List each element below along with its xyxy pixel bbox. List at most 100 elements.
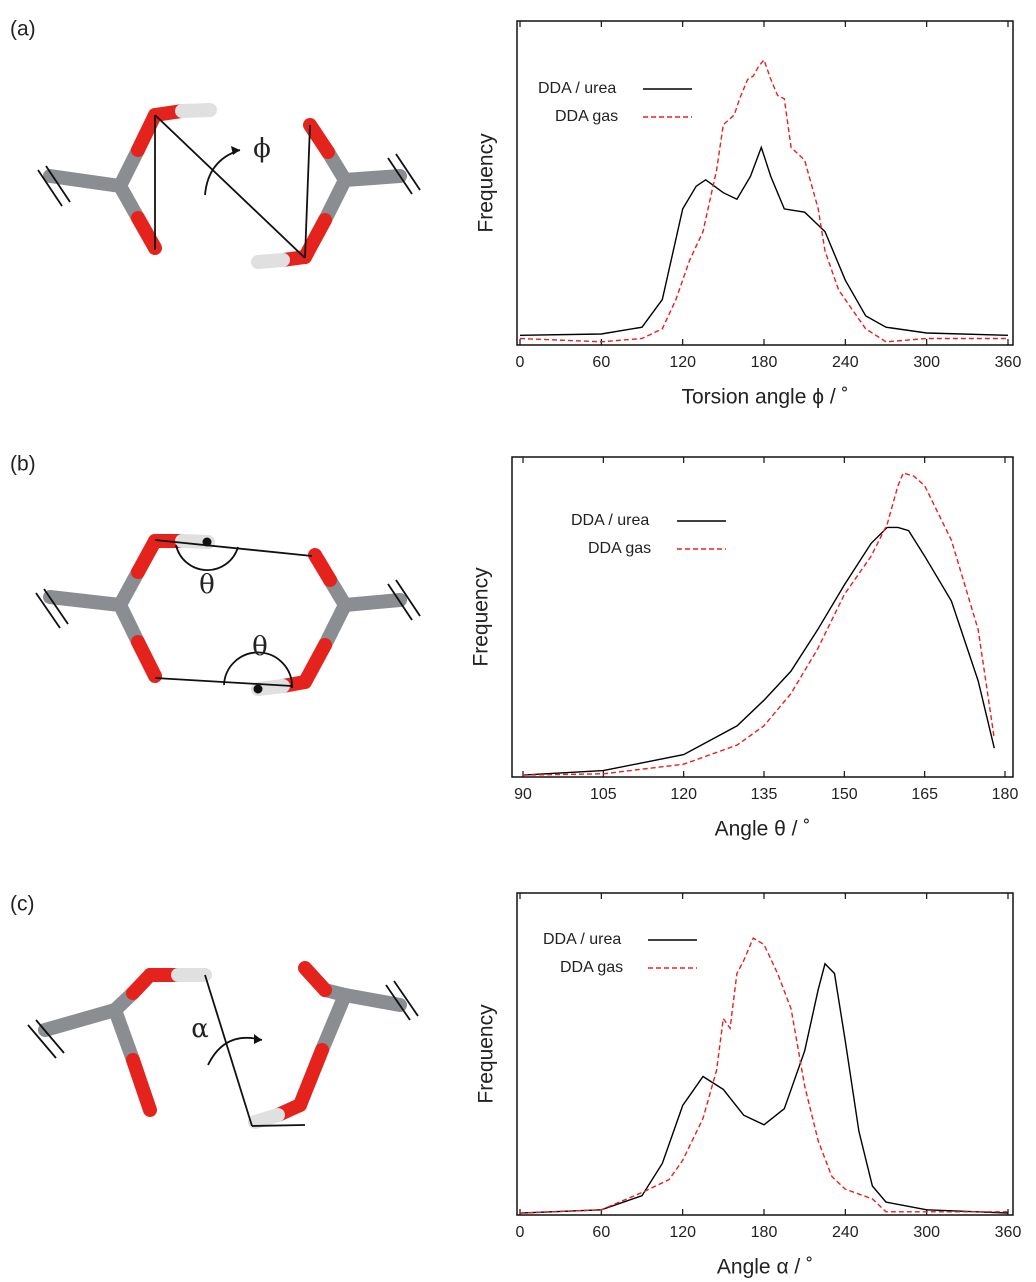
series-line (522, 526, 995, 776)
x-tick-label: 0 (516, 354, 525, 371)
hash (385, 984, 411, 1021)
x-tick-label: 0 (516, 1224, 525, 1241)
hash (27, 1024, 57, 1059)
arc (223, 651, 293, 689)
molecule-b: θ θ (35, 534, 421, 696)
molecule-a: ϕ (37, 103, 421, 269)
y-axis-label: Frequency (475, 133, 498, 233)
bond (303, 118, 335, 159)
x-tick-label: 165 (911, 786, 938, 803)
x-tick-label: 90 (514, 786, 532, 803)
panel-label: (a) (10, 18, 36, 41)
vector (204, 974, 253, 1127)
x-tick-label: 360 (995, 354, 1022, 371)
hash (45, 165, 71, 203)
series-line (519, 937, 1008, 1214)
x-tick-label: 240 (832, 1224, 859, 1241)
bond (293, 1043, 329, 1112)
bond (131, 635, 162, 683)
x-axis-label: Angle θ / ˚ (715, 818, 811, 841)
plot-frame (516, 892, 1014, 1216)
x-tick-label: 135 (751, 786, 778, 803)
bond (315, 988, 352, 1057)
x-tick-label: 360 (995, 1224, 1022, 1241)
bond (298, 213, 332, 264)
bond (38, 1003, 122, 1037)
x-tick-label: 300 (913, 354, 940, 371)
legend-label: DDA gas (555, 108, 618, 125)
x-axis-label: Torsion angle ϕ / ˚ (681, 386, 848, 409)
x-tick-label: 240 (832, 354, 859, 371)
bond (338, 169, 407, 187)
bond (43, 590, 127, 612)
series-line (519, 962, 1009, 1214)
x-axis-label: Angle α / ˚ (717, 1256, 813, 1279)
series-line (522, 472, 995, 776)
bond (298, 961, 332, 997)
symbol: ϕ (253, 134, 271, 164)
panel-label: (b) (10, 453, 36, 476)
bond (108, 1003, 140, 1067)
arrow-head (231, 146, 240, 155)
arc (175, 544, 239, 572)
x-tick-label: 60 (592, 1224, 610, 1241)
bond (338, 988, 407, 1012)
bond (126, 1053, 157, 1117)
vector (304, 124, 311, 259)
vector (251, 1124, 306, 1127)
panel-label: (c) (10, 893, 35, 916)
x-tick-label: 120 (670, 786, 697, 803)
bond (298, 638, 332, 689)
x-tick-label: 180 (751, 354, 778, 371)
bond (308, 548, 337, 587)
hash (43, 588, 69, 625)
hash (35, 592, 61, 629)
dot (253, 684, 263, 694)
legend-label: DDA / urea (538, 80, 616, 97)
bond (43, 169, 127, 193)
x-tick-label: 300 (913, 1224, 940, 1241)
hash (387, 583, 413, 621)
x-tick-label: 180 (992, 786, 1019, 803)
x-tick-label: 120 (669, 354, 696, 371)
molecule-c: α (27, 961, 419, 1129)
x-tick-label: 150 (831, 786, 858, 803)
bond (318, 173, 352, 227)
arc (207, 1036, 263, 1066)
y-axis-label: Frequency (470, 567, 493, 667)
legend-label: DDA gas (588, 540, 651, 557)
bond (175, 103, 217, 118)
hash (37, 169, 63, 207)
legend-label: DDA / urea (571, 512, 649, 529)
plot-frame (516, 20, 1014, 346)
x-tick-label: 180 (751, 1224, 778, 1241)
plot-frame (511, 456, 1014, 778)
symbol: θ (199, 570, 215, 600)
hash (35, 1019, 65, 1054)
x-tick-label: 120 (669, 1224, 696, 1241)
bond (338, 593, 407, 612)
bond (251, 253, 290, 269)
vector (154, 114, 306, 259)
dot (202, 537, 212, 547)
bond (248, 1108, 285, 1129)
bond (318, 598, 352, 652)
hash (393, 980, 419, 1017)
legend-label: DDA gas (560, 959, 623, 976)
hash (395, 153, 421, 191)
arrow-head (254, 1034, 262, 1044)
x-tick-label: 60 (592, 354, 610, 371)
hash (387, 157, 413, 195)
arc (204, 149, 241, 196)
vector (154, 539, 313, 557)
legend-label: DDA / urea (543, 931, 621, 948)
bond (131, 211, 162, 255)
hash (395, 579, 421, 617)
series-line (519, 58, 1008, 343)
symbol: α (191, 1014, 209, 1044)
series-line (519, 145, 1009, 336)
symbol: θ (252, 632, 268, 662)
x-tick-label: 105 (590, 786, 617, 803)
y-axis-label: Frequency (475, 1004, 498, 1104)
